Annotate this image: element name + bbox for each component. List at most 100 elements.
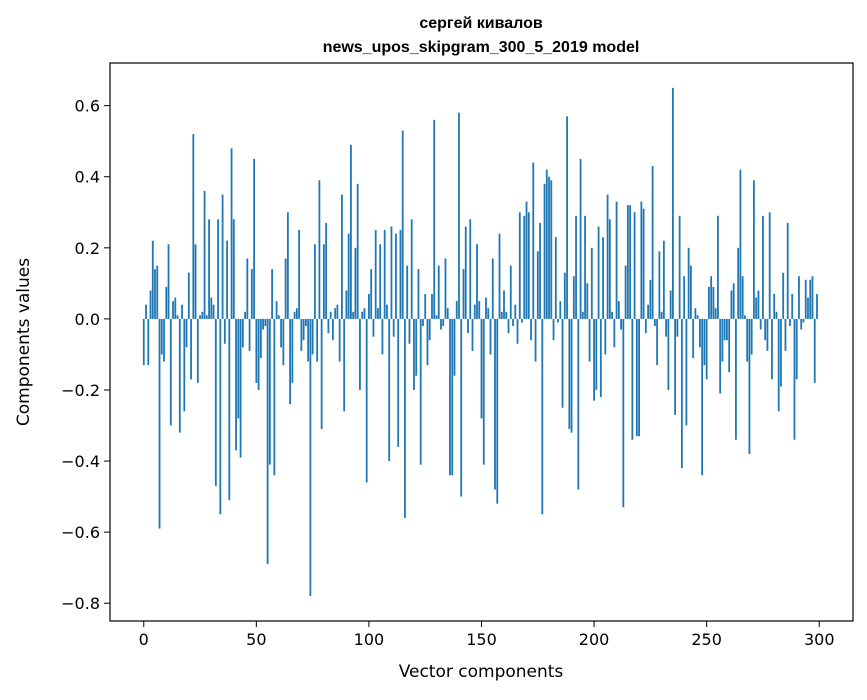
bar-172	[530, 318, 532, 341]
bar-211	[617, 301, 620, 319]
bar-214	[624, 265, 627, 319]
y-tick-label: 0.4	[75, 168, 100, 187]
bar-129	[433, 119, 436, 319]
bar-2	[147, 318, 150, 366]
bar-68	[295, 308, 298, 319]
bar-52	[259, 318, 262, 358]
chart-title: сергей кивалов news_upos_skipgram_300_5_…	[323, 15, 640, 56]
bar-87	[338, 318, 341, 362]
bar-16	[178, 318, 181, 433]
bar-202	[597, 226, 600, 319]
bar-126	[426, 318, 429, 366]
bar-46	[246, 258, 249, 319]
bar-155	[491, 258, 494, 319]
x-tick-label: 200	[579, 630, 610, 649]
bar-216	[629, 205, 631, 319]
bar-88	[341, 194, 343, 319]
bar-60	[277, 315, 280, 319]
bar-213	[622, 318, 625, 508]
bar-285	[784, 318, 787, 351]
bar-237	[676, 318, 679, 337]
bar-226	[651, 166, 654, 319]
bar-141	[460, 318, 463, 497]
bar-283	[780, 318, 782, 387]
bar-198	[588, 318, 591, 362]
bar-252	[710, 276, 713, 319]
bar-124	[422, 318, 424, 327]
bar-115	[401, 130, 404, 319]
bar-140	[458, 112, 460, 319]
bar-184	[557, 318, 559, 323]
bar-133	[442, 318, 445, 327]
bar-71	[302, 318, 305, 341]
bar-296	[809, 279, 812, 319]
bar-239	[680, 318, 683, 469]
bar-128	[431, 294, 433, 319]
x-tick-label: 150	[466, 630, 497, 649]
bar-69	[298, 230, 301, 319]
bar-92	[350, 144, 352, 319]
bar-265	[739, 169, 742, 319]
bar-298	[813, 318, 816, 383]
bar-222	[642, 208, 645, 319]
bar-102	[372, 318, 375, 337]
bar-20	[187, 272, 190, 319]
bar-208	[611, 311, 613, 319]
bar-150	[480, 318, 483, 419]
bar-105	[379, 244, 382, 319]
bar-188	[566, 116, 568, 319]
bar-38	[228, 318, 231, 501]
bar-287	[789, 318, 791, 327]
bar-251	[708, 286, 710, 319]
bar-61	[280, 318, 283, 348]
bar-212	[620, 318, 622, 330]
bar-260	[728, 318, 731, 373]
bar-230	[660, 311, 663, 319]
bar-177	[541, 318, 544, 515]
bar-232	[665, 318, 668, 337]
bar-235	[671, 87, 674, 319]
bar-74	[309, 318, 312, 597]
bar-151	[482, 318, 485, 465]
bar-22	[192, 134, 195, 319]
bar-56	[268, 318, 271, 465]
bar-249	[703, 318, 706, 366]
bar-114	[399, 230, 402, 319]
bar-33	[217, 219, 219, 319]
bar-197	[586, 283, 589, 319]
bar-86	[336, 304, 339, 319]
bar-134	[444, 258, 447, 319]
bar-186	[561, 318, 564, 408]
bar-290	[795, 318, 798, 380]
y-axis-ticks: −0.8 −0.6 −0.4 −0.2 0.0 0.2 0.4 0.6	[61, 97, 110, 613]
bar-179	[545, 169, 548, 319]
bar-23	[194, 244, 197, 319]
bar-286	[786, 222, 789, 319]
plot-area-frame	[109, 62, 854, 622]
y-tick-label: −0.4	[61, 452, 100, 471]
bar-253	[712, 286, 715, 319]
bar-40	[232, 219, 235, 319]
bar-24	[196, 318, 199, 383]
bar-241	[685, 318, 688, 426]
bar-270	[750, 318, 753, 355]
bar-180	[548, 176, 550, 319]
bar-209	[613, 318, 616, 348]
bar-231	[662, 240, 665, 319]
bar-31	[212, 304, 215, 319]
bar-108	[386, 304, 388, 319]
bar-53	[262, 318, 264, 330]
bar-48	[250, 269, 253, 319]
bar-17	[181, 304, 183, 319]
bar-243	[689, 265, 692, 319]
bar-277	[766, 318, 769, 351]
bar-51	[257, 318, 260, 390]
bar-256	[719, 318, 722, 394]
bar-120	[413, 318, 415, 390]
bar-229	[658, 251, 661, 319]
bar-156	[494, 318, 496, 490]
bar-93	[352, 311, 355, 319]
bar-190	[570, 318, 573, 433]
bar-275	[762, 215, 764, 319]
